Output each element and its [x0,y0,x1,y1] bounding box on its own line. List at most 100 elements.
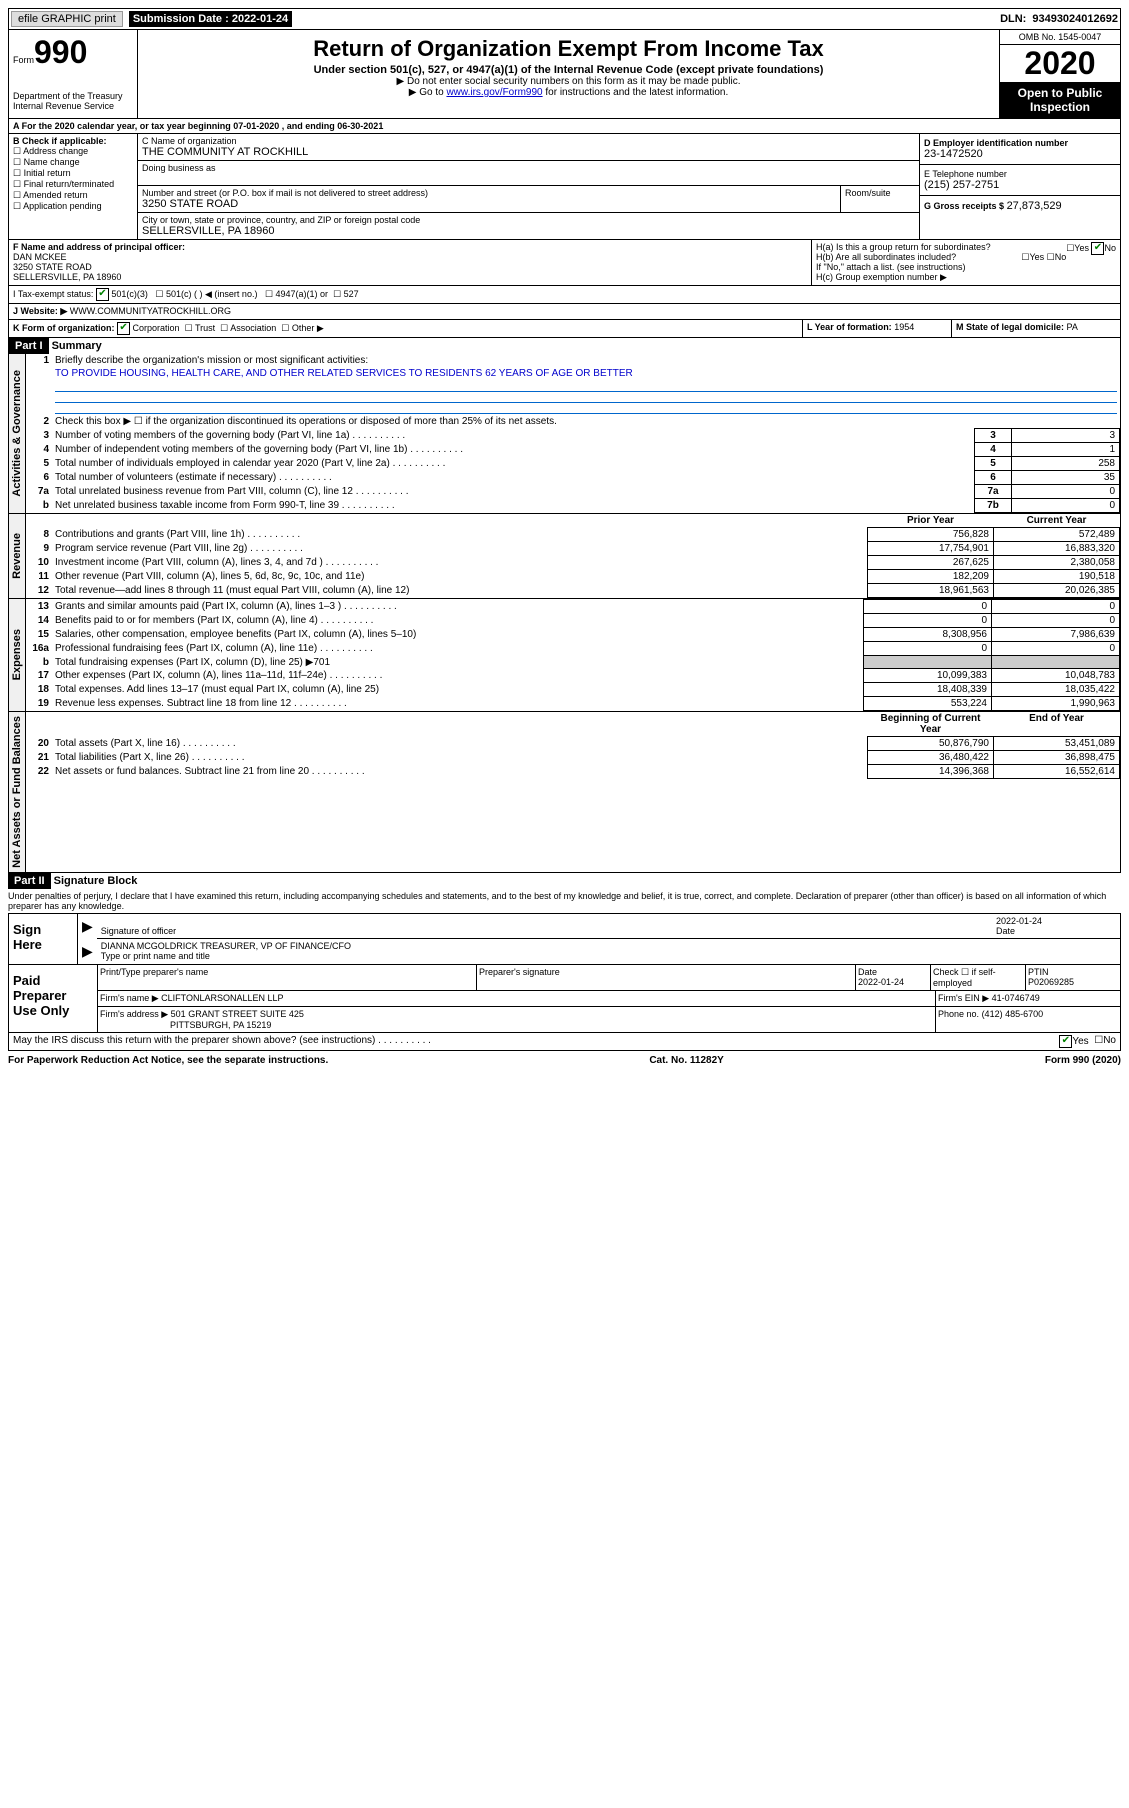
sign-here-block: Sign Here ▶ Signature of officer 2022-01… [8,913,1121,965]
corp-check[interactable]: ✔ [117,322,130,335]
p10: 267,625 [868,556,994,570]
l-line: L Year of formation: 1954 [803,320,952,337]
paid-preparer-block: Paid Preparer Use Only Print/Type prepar… [8,965,1121,1033]
p19: 553,224 [864,697,992,711]
revenue-table: Prior YearCurrent Year 8Contributions an… [26,514,1120,598]
ha-line: H(a) Is this a group return for subordin… [816,242,1116,252]
b-opt-5[interactable]: ☐ Application pending [13,201,133,212]
curr-hdr: Current Year [994,514,1120,528]
l-label: L Year of formation: [807,322,892,332]
p14: 0 [864,614,992,628]
b-opt-1[interactable]: ☐ Name change [13,157,133,168]
perjury-text: Under penalties of perjury, I declare th… [8,889,1121,913]
opt-501c3: 501(c)(3) [111,289,148,299]
l7b-text: Net unrelated business taxable income fr… [52,499,975,513]
part2-title: Signature Block [54,875,138,887]
c19: 1,990,963 [992,697,1120,711]
part1-badge: Part I [9,338,49,354]
section-c: C Name of organization THE COMMUNITY AT … [138,134,920,239]
l16b: Total fundraising expenses (Part IX, col… [52,656,864,669]
dln-label: DLN: [1000,13,1026,25]
discuss-yes[interactable]: ✔Yes [1059,1035,1088,1048]
form-number: 990 [34,34,87,70]
l6-text: Total number of volunteers (estimate if … [52,471,975,485]
sig-officer-line: Signature of officer [101,916,996,936]
p15: 8,308,956 [864,628,992,642]
j-row: J Website: ▶ WWW.COMMUNITYATROCKHILL.ORG [8,304,1121,320]
footer: For Paperwork Reduction Act Notice, see … [8,1051,1121,1066]
p21: 36,480,422 [868,751,994,765]
section-h: H(a) Is this a group return for subordin… [812,240,1120,285]
domicile-state: PA [1067,322,1078,332]
open-inspection: Open to Public Inspection [1000,82,1120,118]
l22: Net assets or fund balances. Subtract li… [52,765,868,779]
b-header: B Check if applicable: [13,136,133,146]
l15: Salaries, other compensation, employee b… [52,628,864,642]
ein: 23-1472520 [924,148,1116,160]
c17: 10,048,783 [992,669,1120,683]
b-opt-2[interactable]: ☐ Initial return [13,168,133,179]
e-label: E Telephone number [924,169,1116,179]
netassets-section: Net Assets or Fund Balances Beginning of… [8,712,1121,873]
discuss-row: May the IRS discuss this return with the… [8,1033,1121,1051]
l3-text: Number of voting members of the governin… [52,429,975,443]
year-formed: 1954 [894,322,914,332]
l14: Benefits paid to or for members (Part IX… [52,614,864,628]
irs-link[interactable]: www.irs.gov/Form990 [446,87,542,98]
m-line: M State of legal domicile: PA [952,320,1120,337]
p16b [864,656,992,669]
part2-badge: Part II [8,873,51,889]
c20: 53,451,089 [994,737,1120,751]
expenses-section: Expenses 13Grants and similar amounts pa… [8,599,1121,712]
prep-sig-cell: Preparer's signature [477,965,856,990]
i-row: I Tax-exempt status: ✔ 501(c)(3) ☐ 501(c… [8,286,1121,304]
v4: 1 [1012,443,1120,457]
website-line: J Website: ▶ WWW.COMMUNITYATROCKHILL.ORG [9,304,1120,319]
form-word: Form [13,55,34,65]
street-address: 3250 STATE ROAD [142,198,836,210]
c12: 20,026,385 [994,584,1120,598]
efile-btn[interactable]: efile GRAPHIC print [11,11,123,27]
k-line: K Form of organization: ✔ Corporation ☐ … [9,320,803,337]
opt-527: 527 [344,289,359,299]
l4-text: Number of independent voting members of … [52,443,975,457]
f-label: F Name and address of principal officer: [13,242,807,252]
l9: Program service revenue (Part VIII, line… [52,542,868,556]
side-revenue: Revenue [9,514,26,598]
firm-ein-cell: Firm's EIN ▶ 41-0746749 [936,991,1120,1006]
v5: 258 [1012,457,1120,471]
opt-501c: 501(c) ( ) ◀ (insert no.) [166,289,257,299]
klm-row: K Form of organization: ✔ Corporation ☐ … [8,320,1121,338]
officer-label: Type or print name and title [101,951,210,961]
b-opt-0[interactable]: ☐ Address change [13,146,133,157]
b-opt-3[interactable]: ☐ Final return/terminated [13,179,133,190]
prep-name-cell: Print/Type preparer's name [98,965,477,990]
p8: 756,828 [868,528,994,542]
self-emp-cell: Check ☐ if self-employed [931,965,1026,990]
officer-printed: DIANNA MCGOLDRICK TREASURER, VP OF FINAN… [101,941,351,951]
501c3-check[interactable]: ✔ [96,288,109,301]
l2-text: Check this box ▶ ☐ if the organization d… [52,415,1120,429]
ptin-cell: PTINP02069285 [1026,965,1120,990]
netassets-table: Beginning of Current YearEnd of Year 20T… [26,712,1120,779]
fh-row: F Name and address of principal officer:… [8,240,1121,286]
side-netassets: Net Assets or Fund Balances [9,712,26,872]
c14: 0 [992,614,1120,628]
beg-hdr: Beginning of Current Year [868,712,994,737]
officer-addr1: 3250 STATE ROAD [13,262,807,272]
form-title: Return of Organization Exempt From Incom… [142,36,995,62]
tax-year-line: A For the 2020 calendar year, or tax yea… [9,119,1120,133]
line-a: A For the 2020 calendar year, or tax yea… [8,119,1121,134]
prep-date-cell: Date2022-01-24 [856,965,931,990]
paid-preparer-label: Paid Preparer Use Only [9,965,98,1032]
k-label: K Form of organization: [13,323,115,333]
firm-name-cell: Firm's name ▶ CLIFTONLARSONALLEN LLP [98,991,936,1006]
room-label: Room/suite [845,188,915,198]
p11: 182,209 [868,570,994,584]
c9: 16,883,320 [994,542,1120,556]
tax-year: 2020 [1000,45,1120,82]
side-expenses: Expenses [9,599,26,711]
discuss-no[interactable]: ☐No [1094,1035,1116,1048]
c8: 572,489 [994,528,1120,542]
b-opt-4[interactable]: ☐ Amended return [13,190,133,201]
